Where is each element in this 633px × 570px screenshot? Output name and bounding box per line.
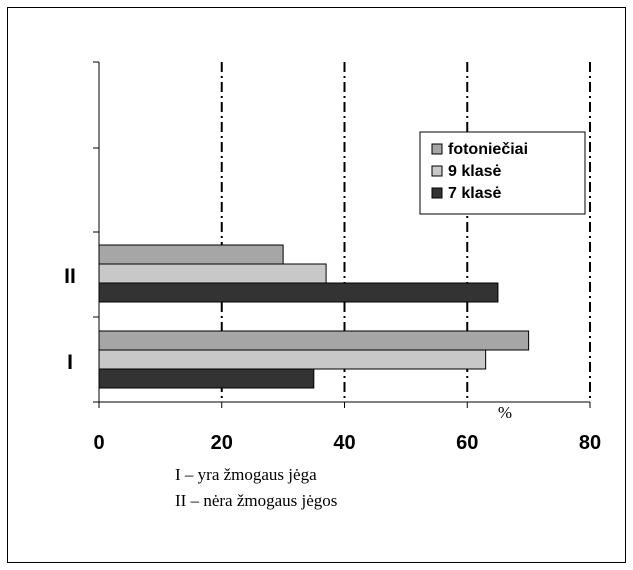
- bar: [98, 349, 487, 370]
- bar: [98, 330, 530, 351]
- x-tick-label: 60: [456, 432, 478, 454]
- legend-label: fotoniečiai: [448, 141, 528, 158]
- note-text: I – yra žmogaus jėga: [175, 465, 317, 484]
- legend-box: [419, 131, 586, 215]
- bar: [98, 244, 284, 265]
- category-label: I: [67, 351, 73, 374]
- note-text: II – nėra žmogaus jėgos: [175, 491, 337, 510]
- legend-label: 9 klasė: [448, 163, 501, 180]
- category-label: II: [64, 265, 76, 288]
- legend-swatch: [431, 165, 443, 177]
- x-tick-label: 80: [579, 432, 601, 454]
- bar: [98, 263, 327, 284]
- bar: [98, 368, 315, 389]
- legend-swatch: [431, 187, 443, 199]
- x-tick-label: 0: [93, 432, 104, 454]
- x-tick-label: 20: [211, 432, 233, 454]
- bar: [98, 282, 499, 303]
- x-unit-label: %: [498, 403, 512, 422]
- legend-swatch: [431, 143, 443, 155]
- x-tick-label: 40: [333, 432, 355, 454]
- legend-label: 7 klasė: [448, 185, 501, 202]
